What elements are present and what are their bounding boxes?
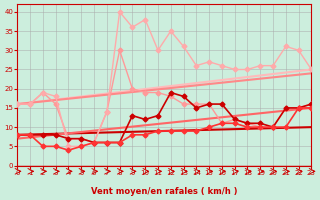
X-axis label: Vent moyen/en rafales ( km/h ): Vent moyen/en rafales ( km/h ) bbox=[91, 187, 238, 196]
